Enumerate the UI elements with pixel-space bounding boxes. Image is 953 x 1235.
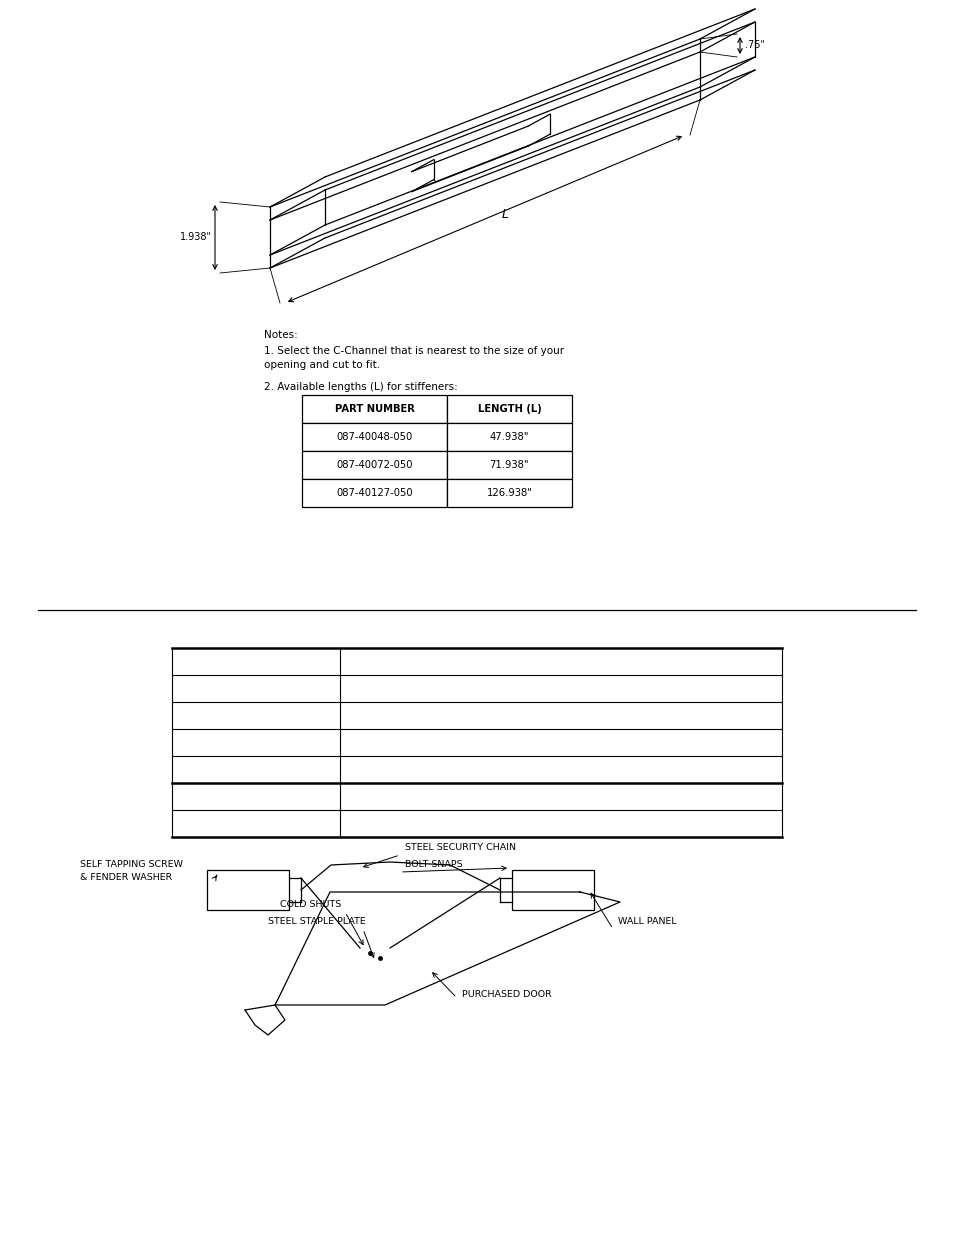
FancyBboxPatch shape: [302, 424, 447, 451]
Text: PART NUMBER: PART NUMBER: [335, 404, 414, 414]
Text: 71.938": 71.938": [489, 459, 529, 471]
Text: 2. Available lengths (L) for stiffeners:: 2. Available lengths (L) for stiffeners:: [264, 382, 457, 391]
Text: BOLT SNAPS: BOLT SNAPS: [405, 860, 462, 869]
FancyBboxPatch shape: [302, 479, 447, 508]
Text: Notes:: Notes:: [264, 330, 297, 340]
Text: LENGTH (L): LENGTH (L): [477, 404, 540, 414]
Text: .75": .75": [744, 41, 764, 51]
Text: 1.938": 1.938": [180, 232, 212, 242]
Text: SELF TAPPING SCREW: SELF TAPPING SCREW: [80, 860, 183, 869]
Text: L: L: [501, 207, 508, 221]
Text: 087-40048-050: 087-40048-050: [336, 432, 413, 442]
Text: STEEL SECURITY CHAIN: STEEL SECURITY CHAIN: [405, 844, 516, 852]
Text: STEEL STAPLE PLATE: STEEL STAPLE PLATE: [268, 918, 365, 926]
Text: & FENDER WASHER: & FENDER WASHER: [80, 873, 172, 882]
Text: WALL PANEL: WALL PANEL: [618, 918, 676, 926]
FancyBboxPatch shape: [302, 451, 447, 479]
FancyBboxPatch shape: [447, 424, 572, 451]
FancyBboxPatch shape: [447, 395, 572, 424]
Text: 087-40072-050: 087-40072-050: [335, 459, 413, 471]
Text: opening and cut to fit.: opening and cut to fit.: [264, 359, 379, 370]
Bar: [207, 869, 289, 910]
Text: 126.938": 126.938": [486, 488, 532, 498]
FancyBboxPatch shape: [302, 395, 447, 424]
Text: PURCHASED DOOR: PURCHASED DOOR: [461, 990, 551, 999]
FancyBboxPatch shape: [447, 479, 572, 508]
Text: 087-40127-050: 087-40127-050: [335, 488, 413, 498]
Text: COLD SHUTS: COLD SHUTS: [280, 900, 341, 909]
FancyBboxPatch shape: [447, 451, 572, 479]
Text: 47.938": 47.938": [489, 432, 529, 442]
Text: 1. Select the C-Channel that is nearest to the size of your: 1. Select the C-Channel that is nearest …: [264, 346, 563, 356]
Bar: [512, 869, 594, 910]
